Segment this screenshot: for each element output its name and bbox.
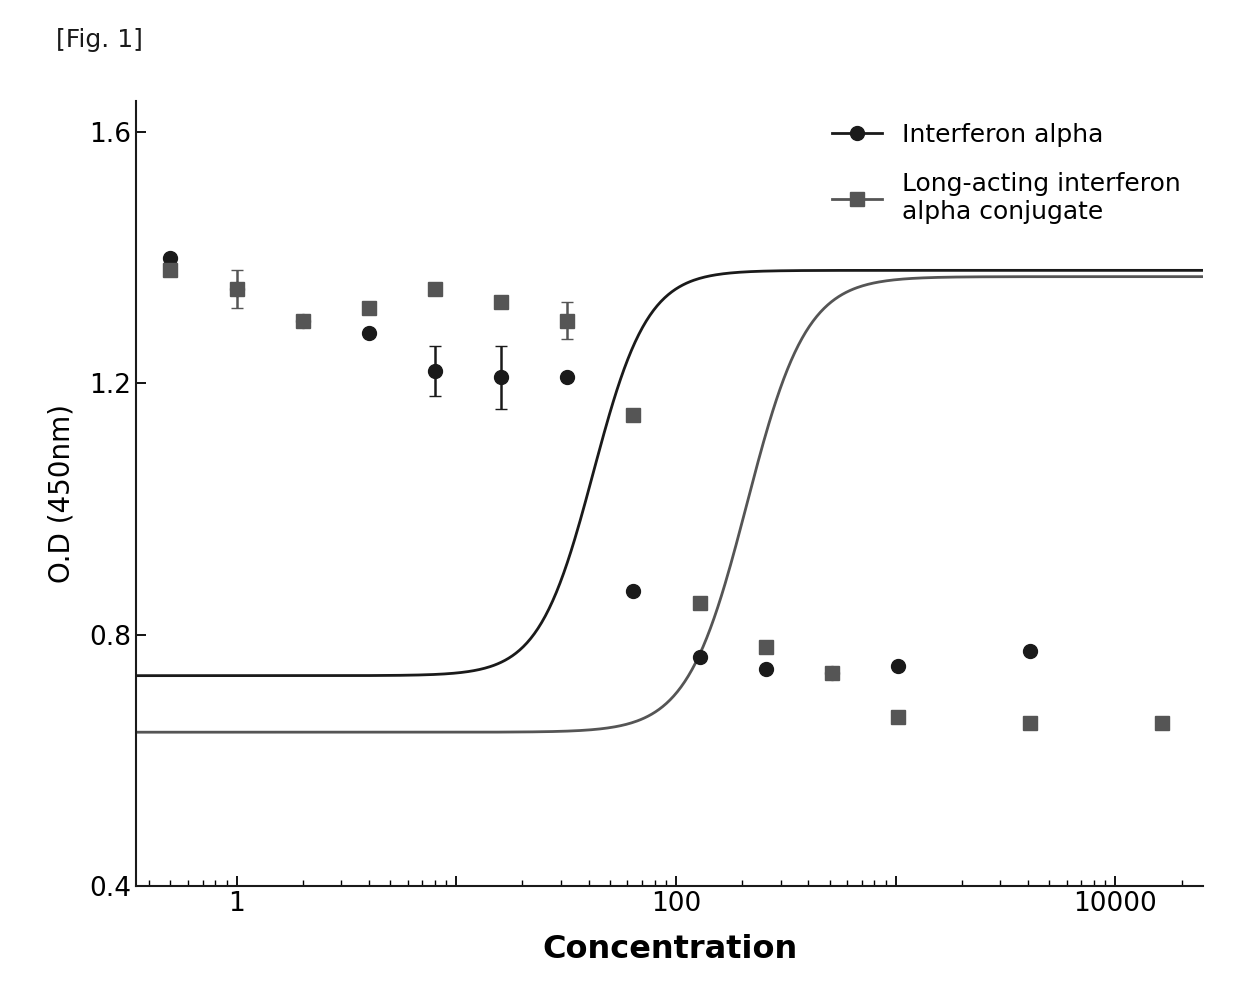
Legend: Interferon alpha, Long-acting interferon
alpha conjugate: Interferon alpha, Long-acting interferon… [822, 113, 1190, 234]
Text: [Fig. 1]: [Fig. 1] [56, 28, 143, 52]
X-axis label: Concentration: Concentration [542, 933, 797, 965]
Y-axis label: O.D (450nm): O.D (450nm) [47, 404, 76, 583]
